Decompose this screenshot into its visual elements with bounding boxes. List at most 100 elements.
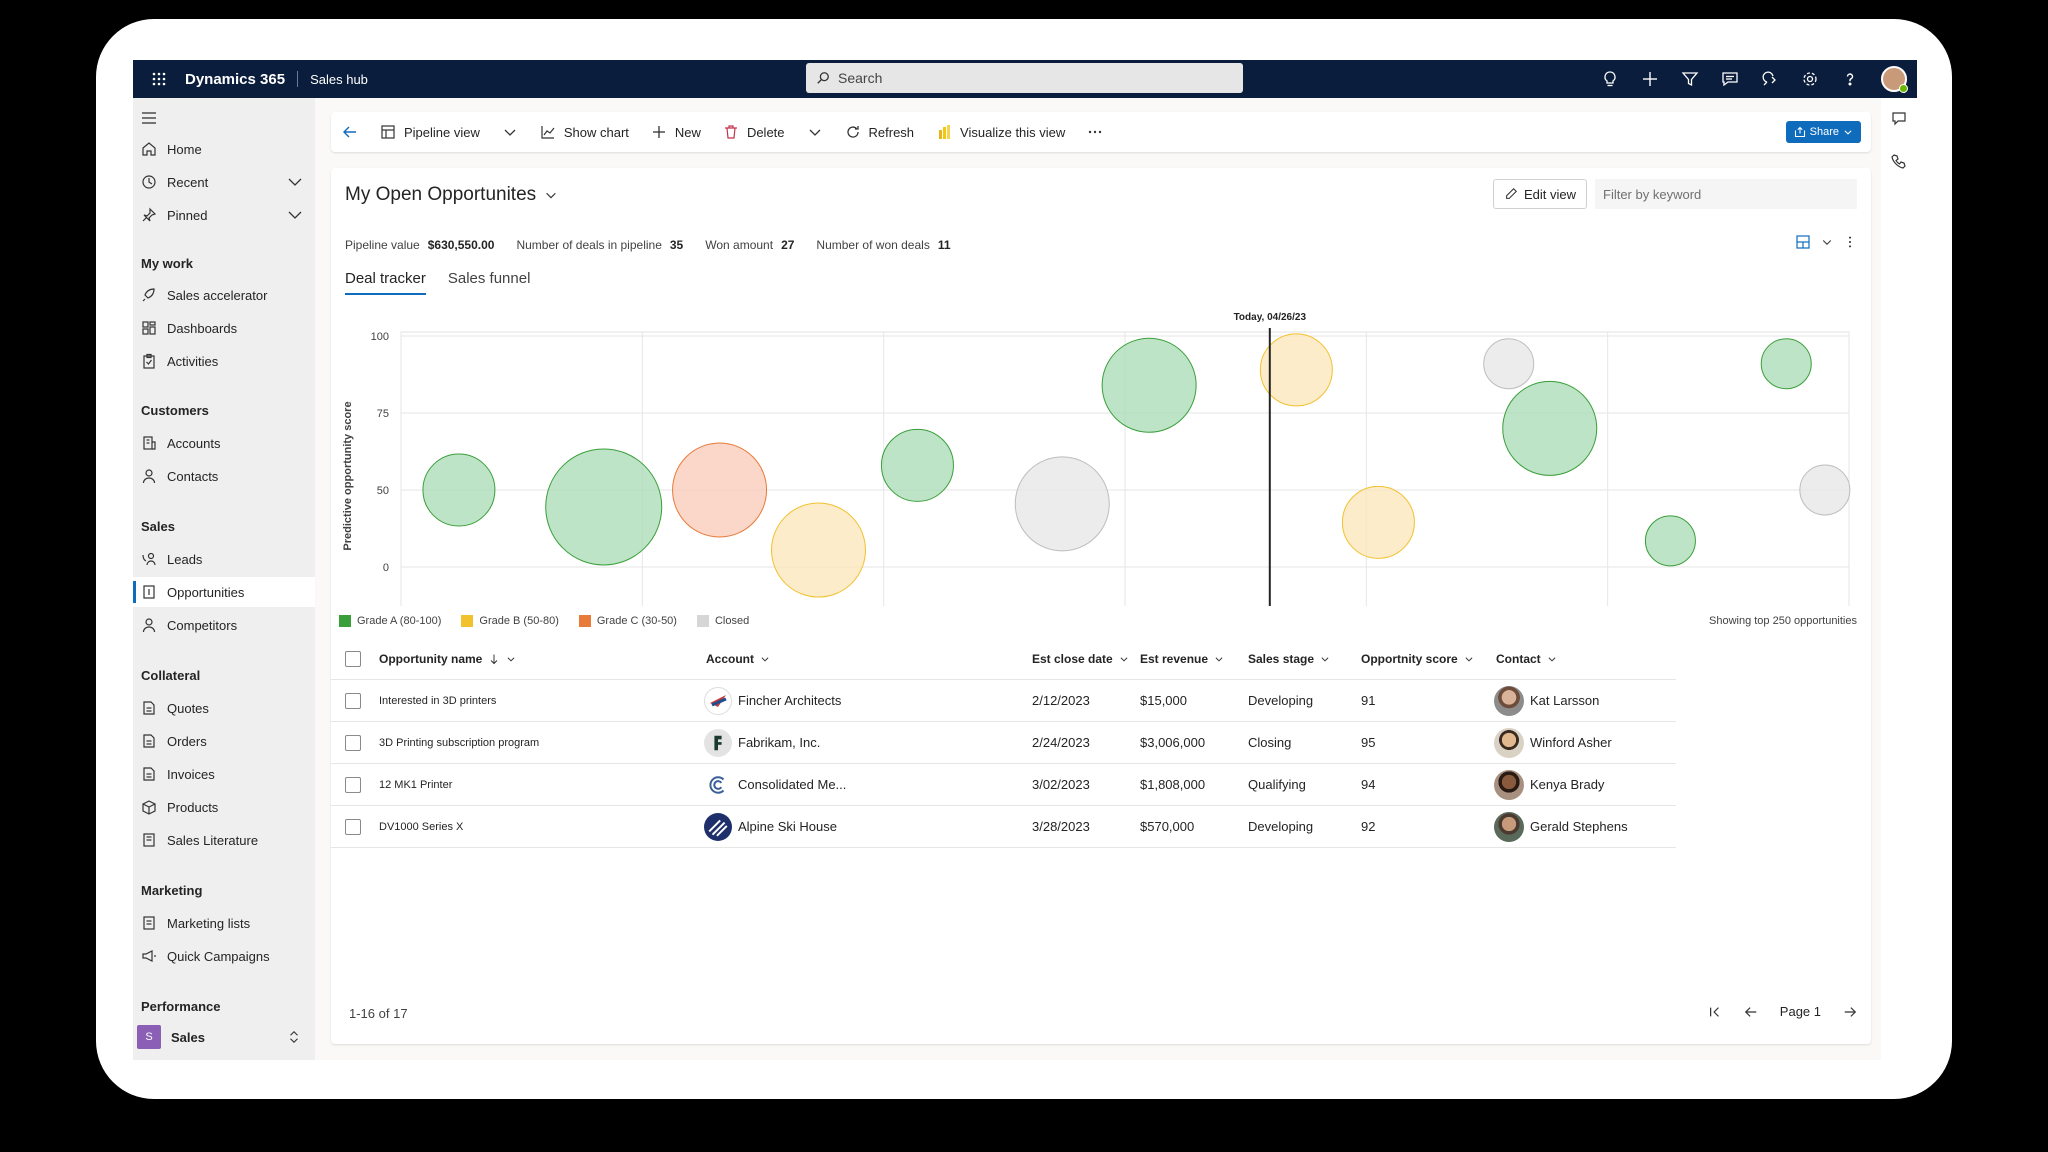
arrow-left-icon[interactable] [1744, 1005, 1758, 1019]
sidebar-item-products[interactable]: Products [133, 792, 315, 822]
cell-est-close-date: 3/02/2023 [1032, 777, 1090, 792]
table-row[interactable]: DV1000 Series X Alpine Ski House 3/28/20… [331, 806, 1676, 848]
edit-view-button[interactable]: Edit view [1493, 179, 1588, 209]
cell-opportunity-name[interactable]: 12 MK1 Printer [379, 778, 453, 791]
sidebar-item-competitors[interactable]: Competitors [133, 610, 315, 640]
view-dropdown-button[interactable] [491, 112, 529, 152]
filter-icon[interactable] [1681, 70, 1699, 88]
title-divider [297, 71, 299, 87]
contact-avatar [1494, 769, 1524, 800]
cell-contact[interactable]: Winford Asher [1494, 727, 1612, 758]
sidebar-item-home[interactable]: Home [133, 134, 315, 164]
sidebar-item-contacts[interactable]: Contacts [133, 461, 315, 491]
sidebar-item-label: Accounts [167, 435, 221, 451]
settings-icon[interactable] [1801, 70, 1819, 88]
cell-contact[interactable]: Kenya Brady [1494, 769, 1604, 800]
chart-bubble [880, 428, 954, 502]
sidebar-item-leads[interactable]: Leads [133, 544, 315, 574]
brand-title[interactable]: Dynamics 365 [185, 70, 286, 88]
sidebar-item-sales-literature[interactable]: Sales Literature [133, 825, 315, 855]
sidebar-item-sales-accelerator[interactable]: Sales accelerator [133, 280, 315, 310]
area-switcher[interactable]: S Sales [135, 1023, 313, 1051]
sidebar-item-invoices[interactable]: Invoices [133, 759, 315, 789]
sidebar-item-opportunities[interactable]: Opportunities [133, 577, 315, 607]
visualize-label: Visualize this view [960, 124, 1066, 140]
legend-swatch [696, 615, 709, 627]
table-row[interactable]: 12 MK1 Printer Consolidated Me... 3/02/2… [331, 764, 1676, 806]
chevron-down-icon[interactable] [287, 174, 303, 190]
cell-opportunity-name[interactable]: Interested in 3D printers [379, 694, 497, 707]
row-checkbox[interactable] [345, 692, 361, 709]
cell-account[interactable]: Fincher Architects [704, 686, 841, 715]
back-button[interactable] [331, 112, 369, 152]
refresh-button[interactable]: Refresh [834, 112, 926, 152]
column-header-contact[interactable]: Contact [1496, 652, 1557, 666]
more-commands-button[interactable] [1076, 112, 1114, 152]
cell-opportunity-name[interactable]: DV1000 Series X [379, 820, 464, 833]
share-button[interactable]: Share [1785, 121, 1861, 143]
hamburger-icon[interactable] [141, 110, 157, 126]
delete-dropdown-button[interactable] [796, 112, 834, 152]
column-header-est-revenue[interactable]: Est revenue [1140, 652, 1224, 666]
new-button[interactable]: New [640, 112, 712, 152]
row-checkbox[interactable] [345, 776, 361, 793]
kpi-value: 27 [781, 238, 795, 252]
app-launcher-icon[interactable] [133, 60, 185, 98]
sidebar-item-orders[interactable]: Orders [133, 726, 315, 756]
show-chart-button[interactable]: Show chart [529, 112, 640, 152]
cell-account[interactable]: Fabrikam, Inc. [704, 728, 820, 757]
row-checkbox[interactable] [345, 818, 361, 835]
visualize-view-button[interactable]: Visualize this view [925, 112, 1076, 152]
cell-contact[interactable]: Gerald Stephens [1494, 811, 1628, 842]
cell-opportunity-name[interactable]: 3D Printing subscription program [379, 736, 540, 749]
sidebar-item-marketing-lists[interactable]: Marketing lists [133, 908, 315, 938]
chevron-down-icon [504, 129, 516, 136]
sidebar-item-quotes[interactable]: Quotes [133, 693, 315, 723]
chevron-down-icon[interactable] [287, 207, 303, 223]
user-avatar[interactable] [1881, 66, 1908, 93]
first-page-icon[interactable] [1708, 1005, 1722, 1019]
help-icon[interactable] [1841, 70, 1859, 88]
assist-icon[interactable] [1761, 70, 1779, 88]
column-header-opportunity-score[interactable]: Opportnity score [1361, 652, 1474, 666]
phone-icon[interactable] [1891, 153, 1907, 169]
sidebar-item-quick-campaigns[interactable]: Quick Campaigns [133, 941, 315, 971]
delete-button[interactable]: Delete [712, 112, 796, 152]
sidebar-item-recent[interactable]: Recent [133, 167, 315, 197]
view-selector[interactable]: My Open Opportunites [345, 184, 558, 206]
contact-name: Gerald Stephens [1530, 819, 1628, 834]
sort-down-icon [490, 654, 498, 664]
arrow-right-icon[interactable] [1843, 1005, 1857, 1019]
document-icon [143, 734, 155, 748]
plus-icon[interactable] [1641, 70, 1659, 88]
filter-by-keyword-input[interactable] [1595, 179, 1857, 209]
tab-deal-tracker[interactable]: Deal tracker [345, 270, 426, 295]
lightbulb-icon[interactable] [1601, 70, 1619, 88]
column-header-opportunity-name[interactable]: Opportunity name [379, 652, 516, 666]
row-checkbox[interactable] [345, 734, 361, 751]
column-header-est-close-date[interactable]: Est close date [1032, 652, 1129, 666]
layout-icon[interactable] [1795, 234, 1811, 250]
cell-contact[interactable]: Kat Larsson [1494, 685, 1599, 716]
sidebar-item-activities[interactable]: Activities [133, 346, 315, 376]
column-header-sales-stage[interactable]: Sales stage [1248, 652, 1330, 666]
column-header-account[interactable]: Account [706, 652, 770, 666]
select-all-checkbox[interactable] [345, 650, 361, 667]
cell-account[interactable]: Consolidated Me... [704, 770, 846, 799]
sidebar-item-accounts[interactable]: Accounts [133, 428, 315, 458]
chevron-down-icon[interactable] [1821, 236, 1833, 248]
pipeline-view-button[interactable]: Pipeline view [369, 112, 491, 152]
cell-account[interactable]: Alpine Ski House [704, 812, 837, 841]
cell-est-close-date: 2/12/2023 [1032, 693, 1090, 708]
search-box[interactable]: Search [806, 63, 1243, 93]
sidebar-item-dashboards[interactable]: Dashboards [133, 313, 315, 343]
tab-sales-funnel[interactable]: Sales funnel [447, 270, 531, 287]
table-row[interactable]: 3D Printing subscription program Fabrika… [331, 722, 1676, 764]
chat-icon[interactable] [1891, 110, 1907, 126]
more-vertical-icon[interactable] [1843, 235, 1857, 249]
chat-icon[interactable] [1721, 70, 1739, 88]
sidebar-item-label: Pinned [167, 207, 208, 223]
sidebar-item-pinned[interactable]: Pinned [133, 200, 315, 230]
table-row[interactable]: Interested in 3D printers Fincher Archit… [331, 680, 1676, 722]
app-area-name[interactable]: Sales hub [310, 71, 368, 87]
